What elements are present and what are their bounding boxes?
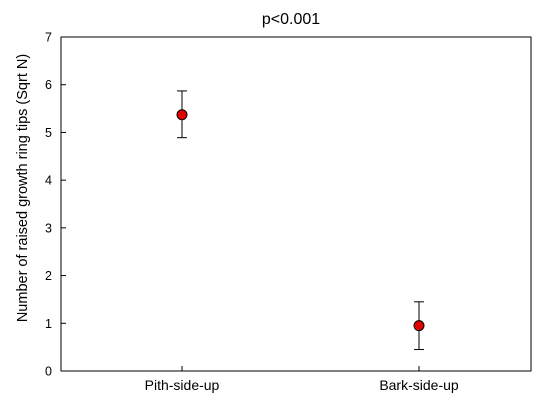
y-tick-label: 4 xyxy=(45,174,52,188)
y-ticks: 0 1 2 3 4 5 6 7 xyxy=(45,31,66,379)
plot-frame xyxy=(60,36,532,372)
y-tick-label: 5 xyxy=(45,126,52,140)
y-axis-label: Number of raised growth ring tips (Sqrt … xyxy=(15,54,31,322)
x-ticks: Pith-side-up Bark-side-up xyxy=(145,366,459,393)
y-tick-label: 2 xyxy=(45,269,52,283)
data-point xyxy=(176,109,188,121)
x-tick-label: Bark-side-up xyxy=(379,377,459,393)
chart-title: p<0.001 xyxy=(262,11,320,28)
y-tick-label: 7 xyxy=(45,31,52,45)
x-tick-label: Pith-side-up xyxy=(145,377,220,393)
y-tick-label: 1 xyxy=(45,317,52,331)
y-tick-label: 0 xyxy=(45,365,52,379)
data-point xyxy=(413,320,425,332)
y-tick-label: 6 xyxy=(45,78,52,92)
y-tick-label: 3 xyxy=(45,221,52,235)
data-points xyxy=(176,90,425,351)
